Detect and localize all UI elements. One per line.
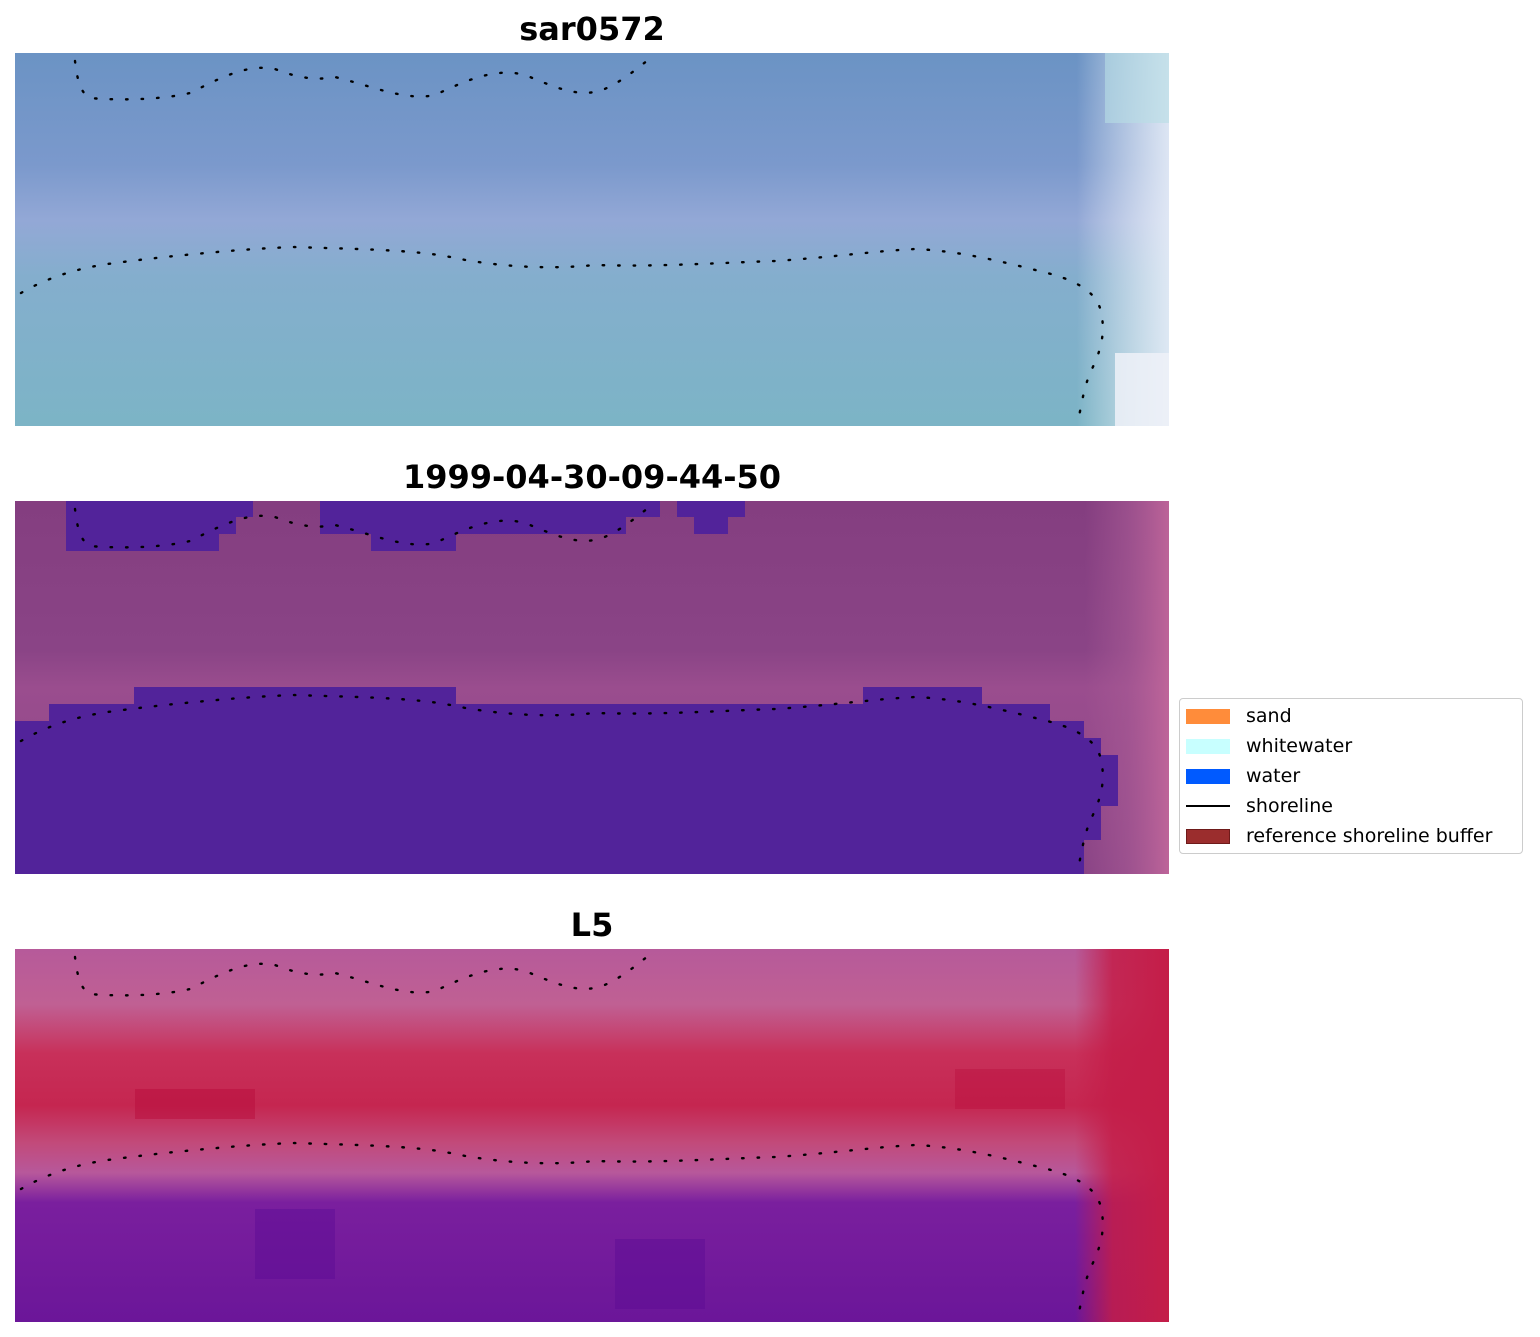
shoreline-lower-3 bbox=[19, 1141, 1104, 1319]
shoreline-lower bbox=[19, 245, 1104, 423]
reference-buffer-swatch bbox=[1186, 828, 1230, 844]
shoreline-lower-2 bbox=[19, 693, 1104, 871]
water-mask bbox=[15, 501, 1118, 874]
shoreline-line-swatch bbox=[1186, 805, 1230, 807]
legend-label-sand: sand bbox=[1246, 705, 1292, 727]
legend-label-whitewater: whitewater bbox=[1246, 735, 1353, 757]
legend-label-reference-buffer: reference shoreline buffer bbox=[1246, 825, 1493, 847]
panel-title-2: 1999-04-30-09-44-50 bbox=[402, 458, 782, 496]
legend-item-shoreline: shoreline bbox=[1186, 795, 1333, 817]
panel-title-3: L5 bbox=[570, 906, 614, 944]
whitewater-swatch bbox=[1186, 738, 1230, 754]
legend-item-whitewater: whitewater bbox=[1186, 735, 1352, 757]
image-panel-1 bbox=[15, 53, 1169, 426]
legend-item-reference-buffer: reference shoreline buffer bbox=[1186, 825, 1492, 847]
legend-label-shoreline: shoreline bbox=[1246, 795, 1333, 817]
legend-item-water: water bbox=[1186, 765, 1300, 787]
image-panel-2 bbox=[15, 501, 1169, 874]
legend-item-sand: sand bbox=[1186, 705, 1292, 727]
panel-title-1: sar0572 bbox=[519, 10, 665, 48]
sand-swatch bbox=[1186, 708, 1230, 724]
legend-label-water: water bbox=[1246, 765, 1301, 787]
water-swatch bbox=[1186, 768, 1230, 784]
image-panel-3 bbox=[15, 949, 1169, 1322]
legend: sand whitewater water shoreline referenc… bbox=[1179, 698, 1523, 854]
